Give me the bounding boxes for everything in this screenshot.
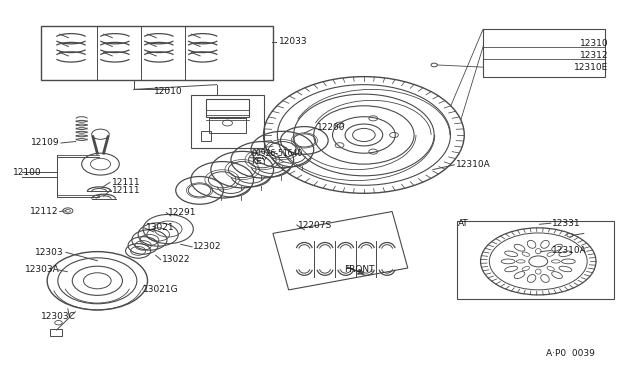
Text: 12310E: 12310E	[574, 62, 609, 72]
Text: 12112: 12112	[30, 207, 58, 216]
Text: 12310A: 12310A	[456, 160, 490, 169]
Text: 12010: 12010	[154, 87, 182, 96]
Text: 12291: 12291	[168, 208, 196, 217]
Text: 12100: 12100	[13, 168, 42, 177]
Bar	[205, 99, 250, 117]
Text: 12310A: 12310A	[552, 246, 587, 255]
Text: FRONT: FRONT	[344, 264, 374, 274]
Text: 13021: 13021	[146, 224, 174, 232]
Text: 12310: 12310	[580, 39, 609, 48]
Text: 13022: 13022	[162, 255, 191, 264]
Text: A·P0  0039: A·P0 0039	[546, 349, 595, 358]
Bar	[201, 131, 211, 141]
Bar	[483, 29, 605, 77]
Bar	[51, 329, 61, 336]
Text: 12331: 12331	[552, 219, 580, 228]
Bar	[191, 95, 264, 148]
Text: 12303A: 12303A	[25, 265, 60, 274]
Text: 12109: 12109	[31, 138, 60, 147]
Text: 12033: 12033	[279, 38, 308, 46]
Bar	[457, 221, 614, 299]
Text: 00926-51640: 00926-51640	[251, 149, 302, 158]
Text: 12312: 12312	[580, 51, 609, 60]
Text: 12303: 12303	[35, 248, 63, 257]
Text: 12200: 12200	[317, 123, 346, 132]
Text: 12302: 12302	[193, 243, 222, 251]
Bar	[41, 26, 273, 80]
Text: AT: AT	[458, 219, 468, 228]
Bar	[209, 118, 246, 132]
Text: 12207S: 12207S	[298, 221, 332, 230]
Text: KEY: KEY	[251, 157, 267, 166]
Text: 12111: 12111	[112, 178, 140, 187]
Text: 12111: 12111	[112, 186, 140, 195]
Text: 13021G: 13021G	[143, 285, 179, 294]
Text: 12303C: 12303C	[41, 312, 76, 321]
